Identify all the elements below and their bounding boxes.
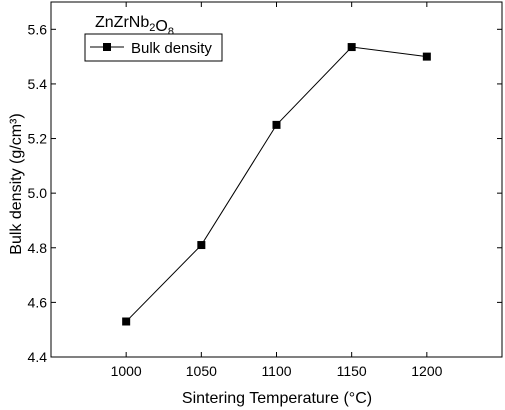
y-tick-label: 5.4 [28,76,48,92]
legend: Bulk density [84,33,223,62]
x-tick-label: 1100 [261,363,291,379]
x-tick-label: 1200 [411,363,442,379]
legend-label: Bulk density [131,40,212,57]
y-axis-title: Bulk density (g/cm³) [8,113,25,254]
chart-annotation: ZnZrNb2O8 [95,14,174,38]
data-point [197,241,206,250]
data-point [347,43,356,52]
y-tick-label: 4.8 [28,240,48,256]
legend-marker [103,43,111,51]
x-tick-label: 1150 [337,363,367,379]
y-tick-label: 5.0 [28,185,48,201]
series-line [125,46,427,322]
data-point [272,120,281,129]
y-tick-label: 5.2 [28,131,48,147]
data-point [422,52,431,61]
series-group [122,43,431,326]
x-tick-label: 1050 [186,363,217,379]
y-tick-label: 4.6 [28,294,48,310]
y-tick-label: 4.4 [28,349,48,365]
x-axis-title: Sintering Temperature (°C) [182,390,372,407]
data-point [122,317,131,326]
y-tick-label: 5.6 [28,21,48,37]
axis-ticks: 1000 1050 1100 1150 1200 4.4 4.6 4.8 5.0 5.2 5.4 5.… [28,2,502,379]
x-tick-label: 1000 [111,363,142,379]
